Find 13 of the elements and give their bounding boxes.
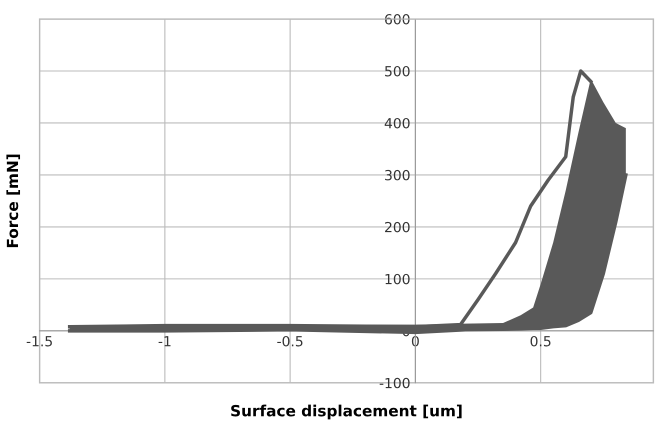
x-tick-label: 0 [412,336,419,346]
y-tick-label: 300 [385,170,410,180]
y-tick-label: 100 [386,274,410,284]
x-tick-label: -0.5 [277,336,302,346]
y-tick-label: 500 [385,66,410,76]
y-tick-label: 400 [384,118,410,128]
x-tick-label: -1 [158,336,171,346]
y-tick-label: -100 [380,378,410,388]
x-axis-title: Surface displacement [um] [231,404,462,420]
x-tick-label: 0.5 [530,336,550,346]
x-tick-label: -1.5 [26,336,52,346]
y-axis-title: Force [mN] [6,154,20,248]
y-tick-label: 200 [385,222,410,232]
